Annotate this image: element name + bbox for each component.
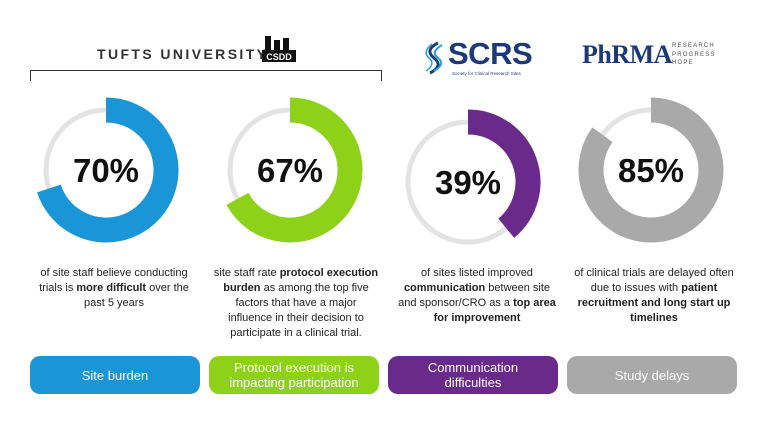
value-label-site-burden: 70% (72, 152, 140, 189)
description-site-burden: of site staff believe conducting trials … (39, 267, 189, 309)
tufts-university-logo: TUFTS UNIVERSITY (97, 46, 269, 62)
description-protocol-execution: site staff rate protocol execution burde… (213, 267, 379, 339)
value-label-protocol-execution: 67% (256, 152, 324, 189)
ring-site-burden (37, 97, 179, 243)
ring-arc-protocol-execution (226, 97, 363, 243)
csdd-logo: CSDD (262, 36, 296, 62)
description-study-delays: of clinical trials are delayed often due… (574, 267, 734, 324)
category-pill-study-delays: Study delays (567, 356, 737, 394)
ring-arc-study-delays (578, 97, 724, 243)
category-pill-protocol-execution: Protocol execution is impacting particip… (209, 356, 379, 394)
ring-communication (405, 109, 541, 245)
scrs-wordmark: SCRS (448, 36, 533, 71)
value-label-communication: 39% (434, 164, 502, 201)
value-label-study-delays: 85% (617, 152, 685, 189)
phrma-tagline: RESEARCH PROGRESS HOPE (672, 43, 716, 66)
description-communication: of sites listed improved communication b… (398, 267, 556, 324)
ring-study-delays (578, 97, 724, 243)
ring-arc-site-burden (37, 97, 179, 243)
category-pill-communication: Communication difficulties (388, 356, 558, 394)
scrs-swirl-icon (425, 41, 443, 75)
ring-arc-communication (467, 109, 541, 238)
tufts-bracket (30, 70, 382, 81)
svg-text:CSDD: CSDD (266, 52, 292, 62)
csdd-logo-icon: CSDD (262, 36, 296, 62)
scrs-subtitle: Society for Clinical Research Sites (452, 71, 521, 76)
ring-protocol-execution (226, 97, 363, 243)
category-pill-site-burden: Site burden (30, 356, 200, 394)
phrma-wordmark: PhRMA (582, 40, 672, 69)
